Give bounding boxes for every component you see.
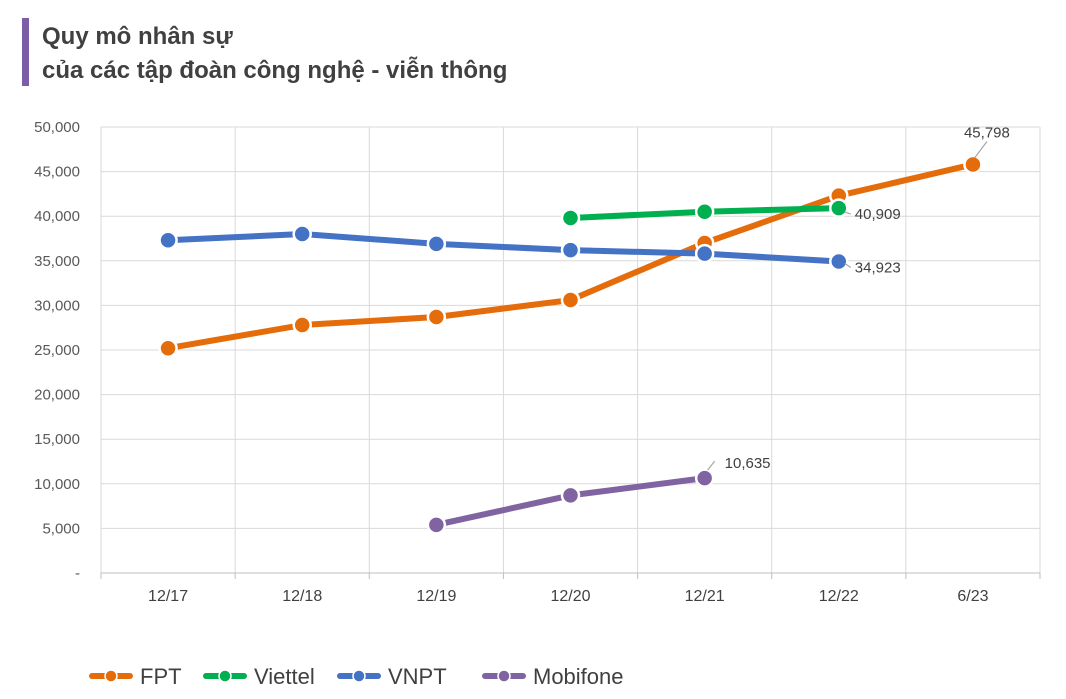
- y-tick-label: 30,000: [34, 297, 80, 314]
- y-tick-label: 25,000: [34, 342, 80, 359]
- data-point-vnpt: [560, 240, 581, 260]
- x-tick-label: 12/21: [685, 588, 725, 605]
- data-label-leader: [974, 141, 988, 158]
- data-label: 10,635: [725, 455, 771, 472]
- series-line-vnpt: [165, 231, 842, 265]
- x-tick-label: 12/18: [282, 588, 322, 605]
- y-tick-label: 50,000: [34, 119, 80, 136]
- data-point-vnpt: [292, 224, 312, 244]
- data-point-fpt: [426, 307, 447, 327]
- data-point-vnpt: [694, 243, 715, 264]
- chart-title-line1: Quy mô nhân sự: [42, 23, 233, 50]
- legend: FPT Viettel VNPT Mobifone: [89, 664, 624, 689]
- legend-label: VNPT: [388, 664, 447, 689]
- data-point-fpt: [560, 290, 581, 310]
- data-point-mobifone: [426, 515, 447, 535]
- y-tick-label: 5,000: [42, 520, 80, 537]
- data-point-vnpt: [829, 251, 849, 272]
- title-accent-bar: [22, 18, 29, 86]
- legend-label: Viettel: [254, 664, 315, 689]
- y-tick-label: 35,000: [34, 253, 80, 270]
- data-label-leader: [844, 262, 852, 268]
- legend-label: FPT: [140, 664, 182, 689]
- x-tick-label: 12/19: [416, 588, 456, 605]
- data-point-vnpt: [426, 234, 447, 254]
- data-point-fpt: [292, 315, 312, 335]
- data-label: 34,923: [855, 259, 901, 276]
- data-point-mobifone: [560, 485, 581, 506]
- y-axis-ticks: - 5,000 10,000 15,000 20,000 25,000 30,000 35,0…: [34, 119, 80, 582]
- legend-swatch-marker: [497, 669, 511, 683]
- data-labels: 45,798 40,909 34,923 10,635: [707, 124, 1010, 472]
- x-tick-label: 6/23: [957, 588, 988, 605]
- y-tick-label: 45,000: [34, 164, 80, 181]
- y-tick-label: 15,000: [34, 431, 80, 448]
- data-label-leader: [844, 211, 851, 215]
- legend-swatch-marker: [352, 669, 366, 683]
- data-point-viettel: [560, 208, 581, 228]
- data-label-leader: [707, 460, 716, 471]
- legend-label: Mobifone: [533, 664, 624, 689]
- data-point-fpt: [963, 154, 983, 175]
- data-label: 45,798: [964, 124, 1010, 141]
- data-point-mobifone: [694, 468, 715, 488]
- chart-title: Quy mô nhân sự của các tập đoàn công ngh…: [42, 20, 507, 88]
- data-point-viettel: [829, 198, 849, 218]
- chart-title-line2: của các tập đoàn công nghệ - viễn thông: [42, 57, 508, 84]
- data-point-fpt: [158, 338, 178, 358]
- data-label: 40,909: [855, 206, 901, 223]
- y-tick-label: 10,000: [34, 476, 80, 493]
- x-tick-label: 12/22: [819, 588, 859, 605]
- y-tick-label: 40,000: [34, 208, 80, 225]
- series-lines: [158, 154, 983, 535]
- legend-swatch-marker: [104, 669, 118, 683]
- grid-lines: [100, 126, 1041, 579]
- x-axis-ticks: 12/17 12/18 12/19 12/20 12/21 12/22 6/23: [148, 588, 989, 605]
- x-tick-label: 12/20: [550, 588, 590, 605]
- legend-swatch-marker: [218, 669, 232, 683]
- x-tick-label: 12/17: [148, 588, 188, 605]
- y-tick-label: -: [75, 565, 80, 582]
- data-point-viettel: [694, 201, 715, 222]
- y-tick-label: 20,000: [34, 387, 80, 404]
- data-point-vnpt: [158, 230, 178, 251]
